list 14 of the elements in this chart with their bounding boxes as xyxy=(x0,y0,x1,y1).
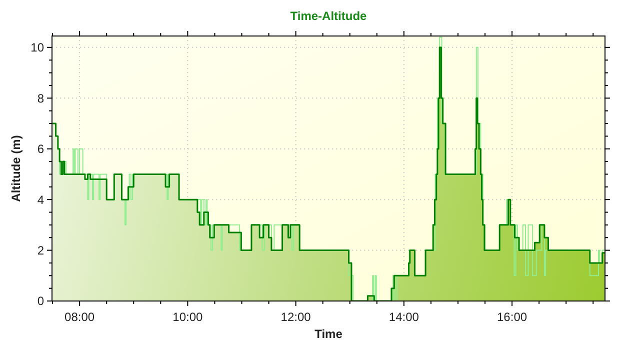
y-tick-label: 4 xyxy=(37,192,44,207)
x-tick-label: 14:00 xyxy=(388,310,420,324)
y-tick-label: 6 xyxy=(37,142,44,156)
x-tick-label: 16:00 xyxy=(497,310,528,324)
y-tick-label: 2 xyxy=(37,243,44,258)
x-tick-label: 10:00 xyxy=(172,310,204,324)
y-tick-label: 10 xyxy=(30,40,44,55)
y-tick-label: 0 xyxy=(37,294,44,308)
x-tick-label: 12:00 xyxy=(280,310,312,324)
y-tick-label: 8 xyxy=(37,91,44,106)
x-tick-label: 08:00 xyxy=(64,310,95,324)
y-axis-title: Altitude (m) xyxy=(9,135,23,202)
x-axis-title: Time xyxy=(314,327,343,341)
chart-title: Time-Altitude xyxy=(290,9,368,23)
